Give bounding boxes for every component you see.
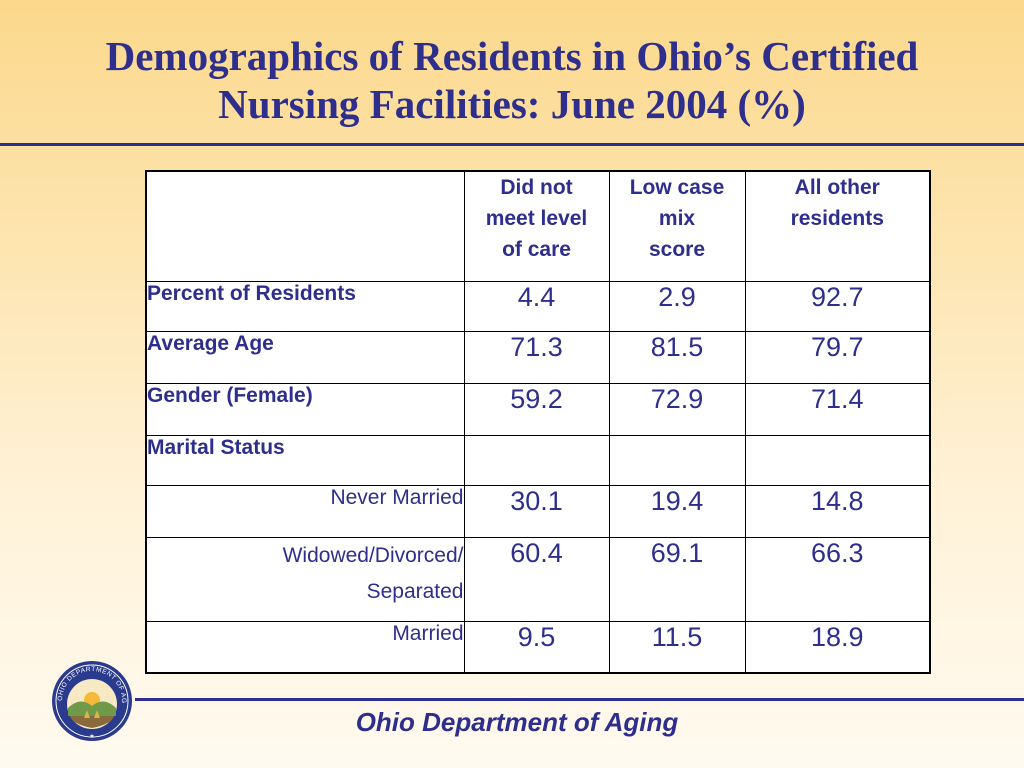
table-cell: 14.8	[744, 484, 931, 538]
table-row: Percent of Residents 4.4 2.9 92.7	[145, 280, 931, 332]
table-cell: 79.7	[744, 330, 931, 384]
table-cell: 81.5	[608, 330, 746, 384]
header-line: meet level	[485, 207, 588, 230]
table-cell: 18.9	[744, 620, 931, 674]
header-line: residents	[790, 207, 884, 230]
table-cell: 4.4	[463, 280, 610, 332]
title-line-2: Nursing Facilities: June 2004 (%)	[218, 81, 806, 127]
table-cell: 71.3	[463, 330, 610, 384]
bottom-divider	[135, 698, 1024, 701]
row-label-percent-of-residents: Percent of Residents	[145, 280, 465, 332]
row-label-never-married: Never Married	[145, 484, 465, 538]
header-line: Did not	[500, 176, 573, 199]
table-cell: 71.4	[744, 382, 931, 436]
svg-text:★: ★	[89, 733, 94, 740]
table-cell: 72.9	[608, 382, 746, 436]
header-line: mix	[658, 207, 696, 230]
table-cell: 59.2	[463, 382, 610, 436]
header-line: score	[648, 238, 706, 261]
column-header-did-not-meet: Did not meet level of care	[463, 170, 610, 282]
table-cell: 60.4	[463, 536, 610, 622]
table-row: Gender (Female) 59.2 72.9 71.4	[145, 382, 931, 436]
header-line: All other	[794, 176, 880, 199]
table-header-row: Did not meet level of care Low case mix …	[145, 170, 931, 282]
column-header-all-other: All other residents	[744, 170, 931, 282]
footer-organization: Ohio Department of Aging	[355, 707, 679, 737]
row-label-widowed-divorced-separated: Widowed/Divorced/ Separated	[145, 536, 465, 622]
header-line: of care	[502, 238, 571, 261]
column-header-low-case-mix: Low case mix score	[608, 170, 746, 282]
table-cell: 66.3	[744, 536, 931, 622]
table-cell: 2.9	[608, 280, 746, 332]
row-label-average-age: Average Age	[145, 330, 465, 384]
row-label-gender-female: Gender (Female)	[145, 382, 465, 436]
table-cell	[608, 434, 746, 486]
label-line: Widowed/Divorced/	[282, 543, 464, 567]
slide-title: Demographics of Residents in Ohio’s Cert…	[0, 32, 1024, 128]
demographics-table: Did not meet level of care Low case mix …	[145, 170, 931, 674]
table-cell: 19.4	[608, 484, 746, 538]
table-row: Never Married 30.1 19.4 14.8	[145, 484, 931, 538]
table-cell: 69.1	[608, 536, 746, 622]
table-row: Married 9.5 11.5 18.9	[145, 620, 931, 674]
title-line-1: Demographics of Residents in Ohio’s Cert…	[105, 33, 919, 79]
table-cell: 30.1	[463, 484, 610, 538]
table-row: Marital Status	[145, 434, 931, 486]
table-cell: 9.5	[463, 620, 610, 674]
table-row: Widowed/Divorced/ Separated 60.4 69.1 66…	[145, 536, 931, 622]
table-row: Average Age 71.3 81.5 79.7	[145, 330, 931, 384]
table-cell	[463, 434, 610, 486]
top-divider	[0, 143, 1024, 146]
header-corner-cell	[145, 170, 465, 282]
table-cell: 11.5	[608, 620, 746, 674]
row-label-marital-status: Marital Status	[145, 434, 465, 486]
table-cell	[744, 434, 931, 486]
table-cell: 92.7	[744, 280, 931, 332]
header-line: Low case	[629, 176, 725, 199]
ohio-seal-logo: OHIO DEPARTMENT OF AGING ★	[46, 660, 132, 741]
label-line: Separated	[366, 579, 464, 603]
row-label-married: Married	[145, 620, 465, 674]
